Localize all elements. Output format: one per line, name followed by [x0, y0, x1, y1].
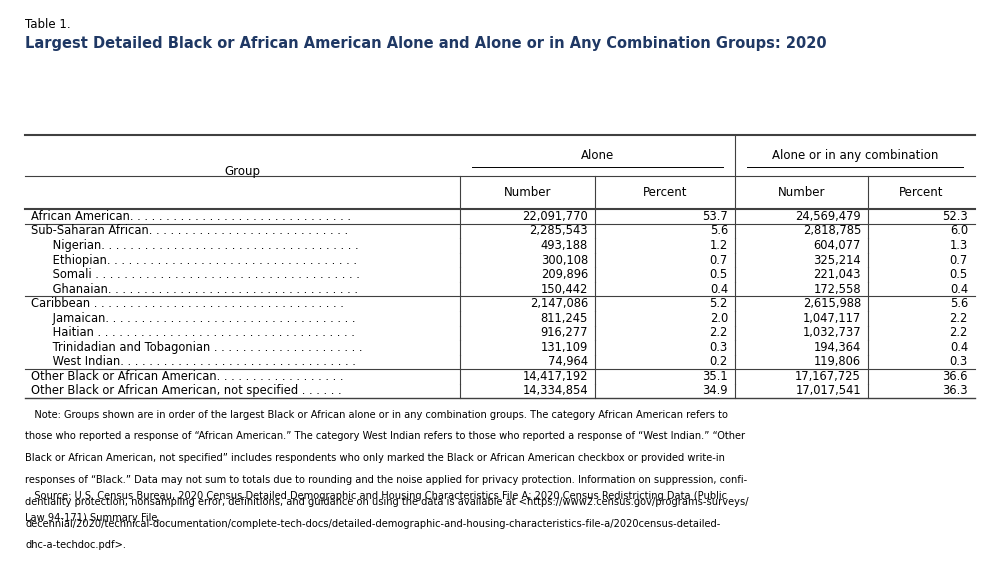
Text: Source: U.S. Census Bureau, 2020 Census Detailed Demographic and Housing Charact: Source: U.S. Census Bureau, 2020 Census … [25, 491, 727, 501]
Text: African American. . . . . . . . . . . . . . . . . . . . . . . . . . . . . . .: African American. . . . . . . . . . . . … [31, 210, 351, 223]
Text: 194,364: 194,364 [814, 341, 861, 354]
Text: Largest Detailed Black or African American Alone and Alone or in Any Combination: Largest Detailed Black or African Americ… [25, 36, 827, 50]
Text: dentiality protection, nonsampling error, definitions, and guidance on using the: dentiality protection, nonsampling error… [25, 497, 749, 507]
Text: 1,032,737: 1,032,737 [802, 326, 861, 339]
Text: 53.7: 53.7 [702, 210, 728, 223]
Text: 172,558: 172,558 [813, 282, 861, 296]
Text: 1.2: 1.2 [710, 239, 728, 252]
Text: those who reported a response of “African American.” The category West Indian re: those who reported a response of “Africa… [25, 431, 745, 441]
Text: 22,091,770: 22,091,770 [522, 210, 588, 223]
Text: 0.4: 0.4 [950, 341, 968, 354]
Text: 5.6: 5.6 [710, 225, 728, 237]
Text: 34.9: 34.9 [702, 384, 728, 398]
Text: dhc-a-techdoc.pdf>.: dhc-a-techdoc.pdf>. [25, 540, 126, 550]
Text: Number: Number [778, 186, 825, 199]
Text: 17,167,725: 17,167,725 [795, 370, 861, 383]
Text: 0.4: 0.4 [710, 282, 728, 296]
Text: 36.6: 36.6 [942, 370, 968, 383]
Text: 14,417,192: 14,417,192 [522, 370, 588, 383]
Text: 2.2: 2.2 [950, 326, 968, 339]
Text: 14,334,854: 14,334,854 [522, 384, 588, 398]
Text: Percent: Percent [899, 186, 944, 199]
Text: 325,214: 325,214 [813, 254, 861, 266]
Text: Note: Groups shown are in order of the largest Black or African alone or in any : Note: Groups shown are in order of the l… [25, 410, 728, 419]
Text: West Indian. . . . . . . . . . . . . . . . . . . . . . . . . . . . . . . . .: West Indian. . . . . . . . . . . . . . .… [49, 355, 356, 368]
Text: 1.3: 1.3 [950, 239, 968, 252]
Text: 131,109: 131,109 [541, 341, 588, 354]
Text: 0.3: 0.3 [710, 341, 728, 354]
Text: Haitian . . . . . . . . . . . . . . . . . . . . . . . . . . . . . . . . . . . .: Haitian . . . . . . . . . . . . . . . . … [49, 326, 355, 339]
Text: Percent: Percent [643, 186, 687, 199]
Text: Caribbean . . . . . . . . . . . . . . . . . . . . . . . . . . . . . . . . . . .: Caribbean . . . . . . . . . . . . . . . … [31, 297, 344, 310]
Text: 604,077: 604,077 [814, 239, 861, 252]
Text: 52.3: 52.3 [942, 210, 968, 223]
Text: 17,017,541: 17,017,541 [795, 384, 861, 398]
Text: 6.0: 6.0 [950, 225, 968, 237]
Text: 35.1: 35.1 [702, 370, 728, 383]
Text: 5.6: 5.6 [950, 297, 968, 310]
Text: 24,569,479: 24,569,479 [795, 210, 861, 223]
Text: Black or African American, not specified” includes respondents who only marked t: Black or African American, not specified… [25, 453, 725, 463]
Text: Jamaican. . . . . . . . . . . . . . . . . . . . . . . . . . . . . . . . . . .: Jamaican. . . . . . . . . . . . . . . . … [49, 312, 356, 325]
Text: Group: Group [225, 166, 260, 178]
Text: Law 94-171) Summary File.: Law 94-171) Summary File. [25, 513, 160, 523]
Text: 2,285,543: 2,285,543 [529, 225, 588, 237]
Text: 916,277: 916,277 [540, 326, 588, 339]
Text: decennial/2020/technical-documentation/complete-tech-docs/detailed-demographic-a: decennial/2020/technical-documentation/c… [25, 519, 720, 528]
Text: 209,896: 209,896 [541, 268, 588, 281]
Text: 150,442: 150,442 [541, 282, 588, 296]
Text: Alone or in any combination: Alone or in any combination [772, 149, 938, 162]
Text: 811,245: 811,245 [541, 312, 588, 325]
Text: 2.2: 2.2 [710, 326, 728, 339]
Text: 36.3: 36.3 [942, 384, 968, 398]
Text: Nigerian. . . . . . . . . . . . . . . . . . . . . . . . . . . . . . . . . . . .: Nigerian. . . . . . . . . . . . . . . . … [49, 239, 359, 252]
Text: 0.5: 0.5 [950, 268, 968, 281]
Text: 74,964: 74,964 [548, 355, 588, 368]
Text: Table 1.: Table 1. [25, 18, 71, 32]
Text: Sub-Saharan African. . . . . . . . . . . . . . . . . . . . . . . . . . . .: Sub-Saharan African. . . . . . . . . . .… [31, 225, 348, 237]
Text: Number: Number [504, 186, 551, 199]
Text: 119,806: 119,806 [814, 355, 861, 368]
Text: 0.2: 0.2 [710, 355, 728, 368]
Text: responses of “Black.” Data may not sum to totals due to rounding and the noise a: responses of “Black.” Data may not sum t… [25, 475, 747, 485]
Text: 0.3: 0.3 [950, 355, 968, 368]
Text: Ghanaian. . . . . . . . . . . . . . . . . . . . . . . . . . . . . . . . . . .: Ghanaian. . . . . . . . . . . . . . . . … [49, 282, 358, 296]
Text: Alone: Alone [581, 149, 614, 162]
Text: 2,147,086: 2,147,086 [530, 297, 588, 310]
Text: 5.2: 5.2 [710, 297, 728, 310]
Text: 0.5: 0.5 [710, 268, 728, 281]
Text: 493,188: 493,188 [541, 239, 588, 252]
Text: Other Black or African American, not specified . . . . . .: Other Black or African American, not spe… [31, 384, 342, 398]
Text: 0.7: 0.7 [950, 254, 968, 266]
Text: 2.2: 2.2 [950, 312, 968, 325]
Text: 2.0: 2.0 [710, 312, 728, 325]
Text: 2,818,785: 2,818,785 [803, 225, 861, 237]
Text: 2,615,988: 2,615,988 [803, 297, 861, 310]
Text: Somali . . . . . . . . . . . . . . . . . . . . . . . . . . . . . . . . . . . . .: Somali . . . . . . . . . . . . . . . . .… [49, 268, 360, 281]
Text: 221,043: 221,043 [814, 268, 861, 281]
Text: Other Black or African American. . . . . . . . . . . . . . . . . .: Other Black or African American. . . . .… [31, 370, 344, 383]
Text: 300,108: 300,108 [541, 254, 588, 266]
Text: Ethiopian. . . . . . . . . . . . . . . . . . . . . . . . . . . . . . . . . . .: Ethiopian. . . . . . . . . . . . . . . .… [49, 254, 357, 266]
Text: 1,047,117: 1,047,117 [803, 312, 861, 325]
Text: Trinidadian and Tobagonian . . . . . . . . . . . . . . . . . . . . .: Trinidadian and Tobagonian . . . . . . .… [49, 341, 362, 354]
Text: 0.7: 0.7 [710, 254, 728, 266]
Text: 0.4: 0.4 [950, 282, 968, 296]
